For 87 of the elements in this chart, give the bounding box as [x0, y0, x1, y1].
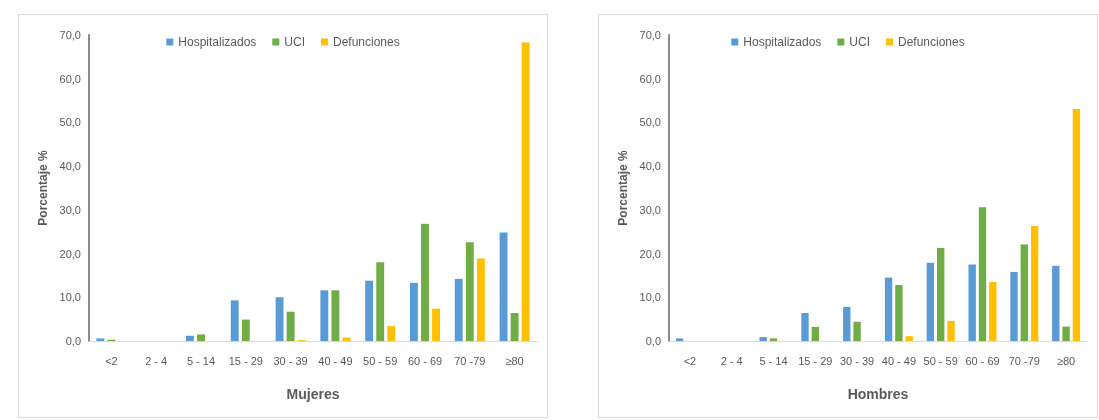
bar	[421, 223, 429, 341]
x-tick-label: <2	[683, 354, 697, 367]
y-tick-label: 20,0	[639, 247, 661, 260]
bar	[476, 258, 485, 341]
x-tick-label: 30 - 39	[839, 354, 875, 367]
bar	[1062, 326, 1070, 341]
bar	[96, 338, 105, 341]
bar	[937, 247, 945, 341]
y-tick-label: 60,0	[639, 72, 661, 85]
y-tick-label: 50,0	[59, 116, 81, 129]
x-tick-label: 70 -79	[454, 354, 486, 367]
bar	[978, 207, 987, 341]
bar	[1010, 271, 1018, 341]
bar	[241, 319, 250, 341]
x-tick-label: 5 - 14	[759, 354, 788, 367]
bar	[769, 338, 778, 341]
bar	[843, 306, 851, 341]
bar	[521, 42, 530, 341]
bar	[286, 311, 295, 341]
bar	[409, 282, 418, 341]
y-tick-label: 40,0	[59, 160, 81, 173]
x-tick-label: 2 - 4	[145, 354, 168, 367]
legend-label: Hospitalizados	[743, 35, 822, 49]
y-axis-title: Porcentaje %	[35, 149, 50, 226]
bar	[947, 320, 955, 341]
bar	[884, 277, 893, 341]
x-tick-label: ≥80	[505, 354, 524, 367]
bar	[759, 337, 767, 341]
bar	[320, 290, 329, 341]
bar	[197, 334, 205, 341]
y-axis-title: Porcentaje %	[615, 149, 630, 226]
x-tick-label: 60 - 69	[407, 354, 443, 367]
y-tick-label: 10,0	[59, 291, 81, 304]
legend-label: Hospitalizados	[178, 35, 257, 49]
x-tick-label: 5 - 14	[186, 354, 216, 367]
bar	[1020, 244, 1028, 341]
y-tick-label: 30,0	[639, 203, 661, 216]
y-tick-label: 20,0	[59, 247, 81, 260]
y-tick-label: 0,0	[65, 335, 81, 347]
y-tick-label: 50,0	[639, 116, 661, 129]
legend-label: UCI	[284, 35, 305, 49]
x-tick-label: 40 - 49	[318, 354, 353, 367]
x-tick-label: 70 -79	[1008, 354, 1040, 367]
y-tick-label: 70,0	[59, 29, 81, 41]
bar	[376, 262, 385, 341]
legend-label: UCI	[849, 35, 870, 49]
x-tick-label: 15 - 29	[228, 354, 263, 367]
y-tick-label: 60,0	[59, 72, 81, 85]
x-axis-title: Hombres	[847, 386, 909, 402]
x-tick-label: <2	[105, 354, 118, 367]
legend-label: Defunciones	[898, 35, 965, 49]
bar	[365, 280, 374, 341]
bar	[432, 308, 441, 341]
x-tick-label: 60 - 69	[965, 354, 1000, 367]
bar	[926, 262, 935, 341]
bar	[185, 335, 194, 341]
x-tick-label: 15 - 29	[798, 354, 833, 367]
bar	[1052, 265, 1060, 341]
bar	[510, 313, 519, 341]
bar	[895, 285, 903, 341]
x-tick-label: ≥80	[1056, 354, 1076, 367]
legend-label: Defunciones	[333, 35, 400, 49]
bar	[675, 338, 684, 341]
y-tick-label: 70,0	[639, 29, 661, 41]
bar	[331, 290, 340, 341]
bar	[905, 336, 913, 341]
y-tick-label: 10,0	[639, 291, 661, 304]
bar	[1072, 108, 1081, 341]
x-tick-label: 50 - 59	[363, 354, 398, 367]
x-tick-label: 30 - 39	[273, 354, 308, 367]
bar	[1030, 226, 1039, 341]
x-tick-label: 2 - 4	[720, 354, 743, 367]
bar	[989, 281, 997, 341]
bar	[387, 326, 396, 341]
bar	[811, 327, 819, 341]
bar	[801, 313, 809, 341]
bar	[853, 321, 861, 341]
bar	[968, 264, 976, 341]
bar	[465, 242, 474, 341]
y-tick-label: 0,0	[645, 335, 661, 347]
bar	[454, 278, 463, 341]
x-tick-label: 50 - 59	[923, 354, 958, 367]
x-axis-title: Mujeres	[286, 386, 340, 402]
bar	[230, 300, 239, 341]
y-tick-label: 40,0	[639, 160, 661, 173]
x-tick-label: 40 - 49	[881, 354, 917, 367]
y-tick-label: 30,0	[59, 203, 81, 216]
